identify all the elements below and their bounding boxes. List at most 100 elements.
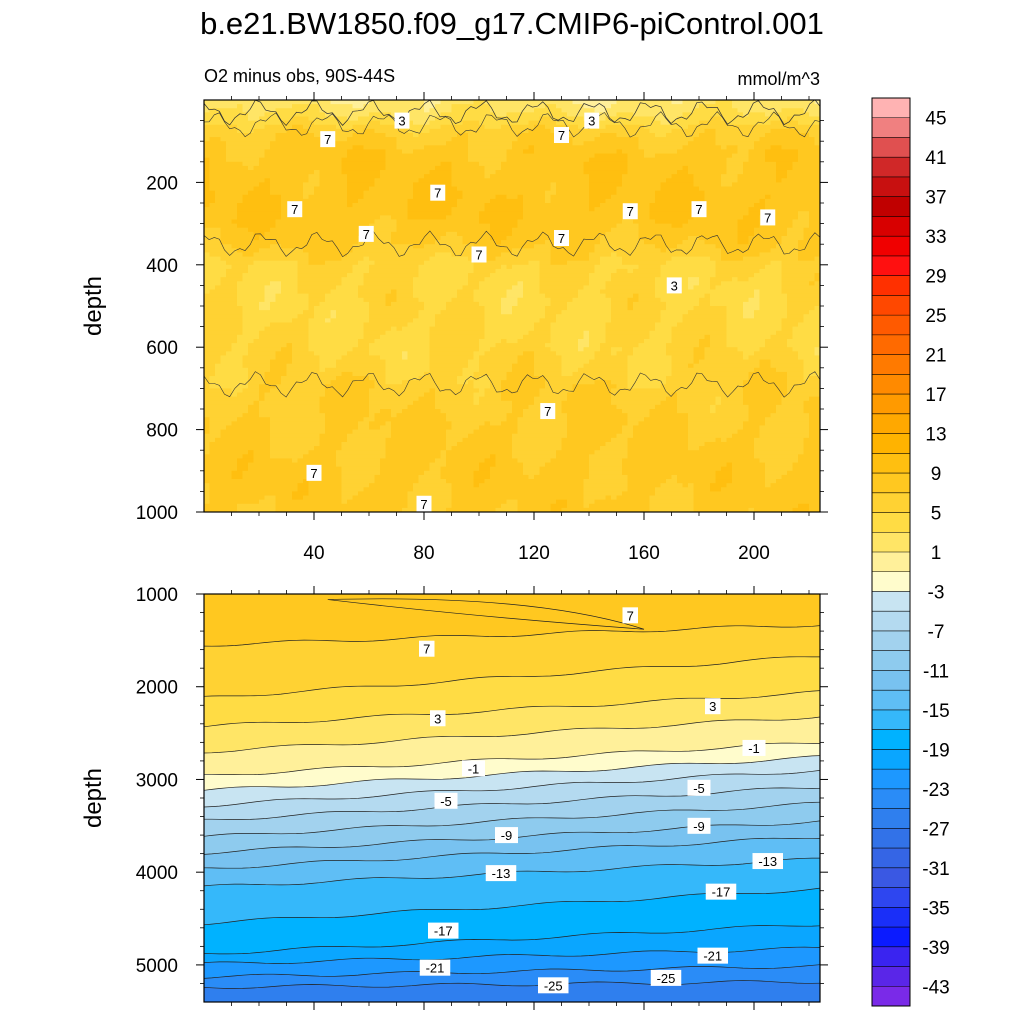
top-y-tick-label: 600 <box>146 338 178 359</box>
colorbar-label: -35 <box>922 898 949 919</box>
top-y-tick-label: 400 <box>146 256 178 277</box>
colorbar-label: 17 <box>925 385 946 406</box>
bottom-panel: 7 7 3 3 -1 -1 -5 -5 -9 -9 -13 -13 -17 -17 -21 -21 -25 -25… <box>80 585 828 1010</box>
contour-label-box <box>554 230 569 247</box>
colorbar-swatch <box>872 552 910 573</box>
contour-label-box <box>434 792 458 809</box>
contour-label-box <box>471 246 487 263</box>
colorbar-label: -27 <box>922 819 949 840</box>
contour-label-box <box>495 827 518 844</box>
bottom-panel-contours <box>204 598 820 989</box>
contour-label-box <box>584 112 600 129</box>
contour-label-box <box>666 277 682 294</box>
top-x-tick-label: 120 <box>518 543 550 564</box>
colorbar-swatch <box>872 571 910 592</box>
colorbar-swatch <box>872 315 910 336</box>
colorbar-swatch <box>872 630 910 651</box>
contour-label-box <box>430 184 446 201</box>
top-panel-fill <box>204 100 820 512</box>
colorbar-swatch <box>872 275 910 296</box>
contour-label: -21 <box>703 949 722 964</box>
colorbar-swatch <box>872 117 910 138</box>
colorbar-swatch <box>872 848 910 869</box>
colorbar-swatch <box>872 729 910 750</box>
contour-label-box <box>622 607 638 624</box>
colorbar-swatch <box>872 196 910 217</box>
contour-label: -21 <box>426 961 445 976</box>
contour-label-box <box>462 760 485 777</box>
contour-label-box <box>419 959 451 976</box>
colorbar-label: 33 <box>925 227 946 248</box>
colorbar-swatch <box>872 867 910 888</box>
colorbar-label: -11 <box>923 661 949 682</box>
colorbar-swatch <box>872 670 910 691</box>
contour-label: 7 <box>558 231 565 246</box>
colorbar-swatch <box>872 176 910 197</box>
colorbar-label: -7 <box>928 622 945 643</box>
colorbar-label: 37 <box>925 188 946 209</box>
contour-label-box <box>687 817 711 834</box>
colorbar-label: -19 <box>922 740 949 761</box>
contour-label: -17 <box>434 924 453 939</box>
contour-label-box <box>554 127 569 144</box>
contour-label: -25 <box>544 978 563 993</box>
contour-label-box <box>540 403 556 420</box>
contour-label: -5 <box>440 794 452 809</box>
colorbar-swatch <box>872 512 910 533</box>
contour-label: 7 <box>420 497 427 512</box>
contour-label: 7 <box>310 466 317 481</box>
contour-label: 7 <box>627 608 634 623</box>
contour-label: 3 <box>709 699 716 714</box>
contour-label-box <box>705 883 737 900</box>
contour-label-box <box>394 112 410 129</box>
colorbar-label: 5 <box>931 504 942 525</box>
contour-label-box <box>416 495 432 512</box>
top-panel: 7 3 7 3 7 7 7 7 7 7 7 7 3 7 7 7 200 400 600 800 1000 40 80 120… <box>80 66 828 564</box>
contour-label: 3 <box>434 711 441 726</box>
contour-label-box <box>705 698 721 715</box>
colorbar-swatch <box>872 492 910 513</box>
contour-label-box <box>320 131 336 148</box>
colorbar-label: -15 <box>922 701 949 722</box>
top-x-tick-label: 80 <box>413 543 434 564</box>
colorbar-swatch <box>872 532 910 553</box>
contour-label: 3 <box>398 114 405 129</box>
top-x-tick-label: 40 <box>303 543 324 564</box>
colorbar-swatch <box>872 611 910 632</box>
colorbar: 45 41 37 33 29 25 21 17 13 9 5 1 -3 -7 -11 -15 -19 -23 -27… <box>871 97 950 1007</box>
contour-label-box <box>287 201 303 218</box>
colorbar-label: 41 <box>925 148 946 169</box>
contour-label: -17 <box>712 885 731 900</box>
colorbar-swatch <box>872 907 910 928</box>
colorbar-swatch <box>872 690 910 711</box>
colorbar-label: -39 <box>922 938 949 959</box>
contour-label: -1 <box>468 761 480 776</box>
colorbar-swatch <box>872 433 910 454</box>
bottom-panel-fill <box>204 594 820 1002</box>
top-panel-ylabel: depth <box>80 276 107 336</box>
top-x-tick-label: 160 <box>628 543 660 564</box>
contour-label-box <box>760 209 776 226</box>
top-x-tick-label: 200 <box>738 543 770 564</box>
colorbar-swatch <box>872 966 910 987</box>
contour-label-box <box>306 464 322 481</box>
colorbar-swatch <box>872 157 910 178</box>
bottom-y-tick-label: 3000 <box>136 770 178 791</box>
top-panel-contour-labels: 7 3 7 3 7 7 7 7 7 7 7 7 3 7 7 7 <box>287 112 776 512</box>
bottom-y-tick-label: 1000 <box>136 585 178 606</box>
contour-label-box <box>650 969 682 986</box>
colorbar-swatch <box>872 591 910 612</box>
colorbar-label: 21 <box>925 346 946 367</box>
colorbar-swatch <box>872 137 910 158</box>
contour-label-box <box>538 977 569 994</box>
contour-label-box <box>428 922 459 939</box>
colorbar-swatch <box>872 709 910 730</box>
colorbar-swatch <box>872 98 910 119</box>
top-panel-contours <box>204 100 820 398</box>
colorbar-swatch <box>872 946 910 967</box>
colorbar-label: 25 <box>925 306 946 327</box>
bottom-y-tick-label: 5000 <box>136 956 178 977</box>
colorbar-swatch <box>872 887 910 908</box>
colorbar-swatch <box>872 927 910 948</box>
